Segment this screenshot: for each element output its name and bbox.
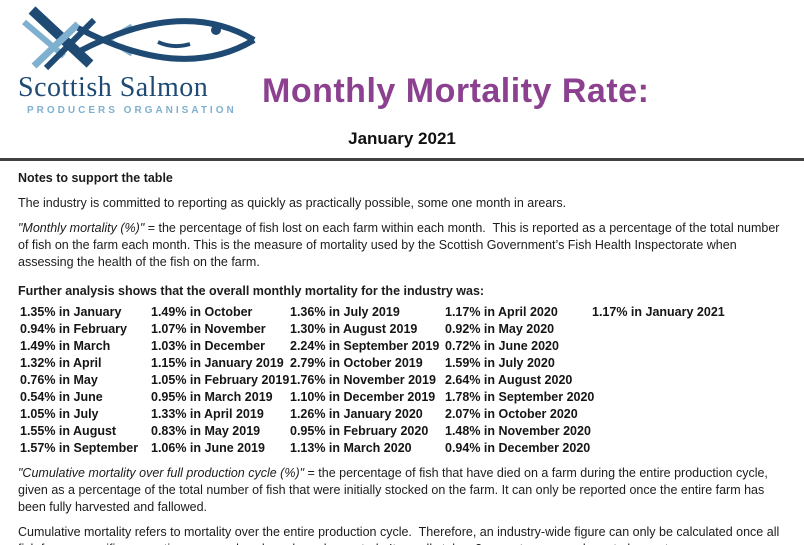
mortality-cell: 1.13% in March 2020 <box>290 441 412 455</box>
mortality-cell: 1.10% in December 2019 <box>290 390 436 404</box>
monthly-mortality-definition: = the percentage of fish lost on each fa… <box>18 221 783 269</box>
mortality-cell: 1.07% in November <box>151 322 266 336</box>
mortality-cell: 1.35% in January <box>20 305 122 319</box>
document-header: Scottish Salmon PRODUCERS ORGANISATION M… <box>0 0 804 160</box>
mortality-cell: 1.17% in April 2020 <box>445 305 558 319</box>
mortality-cell: 1.57% in September <box>20 441 139 455</box>
mortality-column-3: 1.36% in July 2019 1.30% in August 2019 … <box>290 304 445 457</box>
page-title: Monthly Mortality Rate: <box>262 72 650 110</box>
mortality-cell: 1.03% in December <box>151 339 265 353</box>
mortality-cell: 1.17% in January 2021 <box>592 305 725 319</box>
mortality-cell: 2.64% in August 2020 <box>445 373 573 387</box>
mortality-cell: 0.76% in May <box>20 373 98 387</box>
mortality-cell: 1.49% in October <box>151 305 253 319</box>
mortality-cell: 1.06% in June 2019 <box>151 441 265 455</box>
mortality-cell: 1.30% in August 2019 <box>290 322 418 336</box>
cumulative-mortality-definition: = the percentage of fish that have died … <box>18 466 772 514</box>
mortality-cell: 1.05% in February 2019 <box>151 373 290 387</box>
mortality-cell: 2.07% in October 2020 <box>445 407 578 421</box>
notes-heading: Notes to support the table <box>18 171 173 185</box>
header-divider <box>0 158 804 161</box>
mortality-cell: 0.95% in February 2020 <box>290 424 429 438</box>
mortality-table: 1.35% in January 0.94% in February 1.49%… <box>20 304 786 457</box>
mortality-cell: 1.05% in July <box>20 407 99 421</box>
mortality-cell: 0.94% in December 2020 <box>445 441 591 455</box>
logo-name: Scottish Salmon <box>18 72 209 103</box>
mortality-cell: 1.76% in November 2019 <box>290 373 436 387</box>
mortality-cell: 1.32% in April <box>20 356 102 370</box>
cumulative-paragraph-1: "Cumulative mortality over full producti… <box>18 465 786 516</box>
mortality-column-2: 1.49% in October 1.07% in November 1.03%… <box>151 304 290 457</box>
mortality-cell: 0.95% in March 2019 <box>151 390 273 404</box>
further-analysis-heading: Further analysis shows that the overall … <box>18 284 485 298</box>
mortality-column-1: 1.35% in January 0.94% in February 1.49%… <box>20 304 151 457</box>
notes-paragraph-1: The industry is committed to reporting a… <box>18 196 567 210</box>
mortality-cell: 1.36% in July 2019 <box>290 305 400 319</box>
mortality-cell: 1.78% in September 2020 <box>445 390 595 404</box>
mortality-cell: 1.26% in January 2020 <box>290 407 423 421</box>
mortality-cell: 1.49% in March <box>20 339 111 353</box>
mortality-column-5: 1.17% in January 2021 <box>592 304 786 457</box>
mortality-column-4: 1.17% in April 2020 0.92% in May 2020 0.… <box>445 304 595 457</box>
mortality-cell: 1.33% in April 2019 <box>151 407 264 421</box>
logo-subtitle: PRODUCERS ORGANISATION <box>27 105 237 116</box>
mortality-cell: 1.55% in August <box>20 424 117 438</box>
mortality-cell: 1.15% in January 2019 <box>151 356 284 370</box>
mortality-cell: 0.94% in February <box>20 322 127 336</box>
mortality-cell: 2.79% in October 2019 <box>290 356 423 370</box>
mortality-cell: 1.59% in July 2020 <box>445 356 555 370</box>
mortality-cell: 0.54% in June <box>20 390 103 404</box>
document-body: Notes to support the table The industry … <box>0 160 804 545</box>
mortality-cell: 2.24% in September 2019 <box>290 339 440 353</box>
cumulative-paragraph-2: Cumulative mortality refers to mortality… <box>18 525 780 545</box>
fish-logo-icon <box>22 6 256 71</box>
notes-paragraph-2: "Monthly mortality (%)" = the percentage… <box>18 220 786 271</box>
report-month: January 2021 <box>348 129 456 148</box>
mortality-cell: 1.48% in November 2020 <box>445 424 591 438</box>
mortality-cell: 0.72% in June 2020 <box>445 339 559 353</box>
mortality-cell: 0.92% in May 2020 <box>445 322 555 336</box>
cumulative-mortality-term: "Cumulative mortality over full producti… <box>18 466 305 480</box>
mortality-cell: 0.83% in May 2019 <box>151 424 261 438</box>
monthly-mortality-term: "Monthly mortality (%)" <box>18 221 145 235</box>
